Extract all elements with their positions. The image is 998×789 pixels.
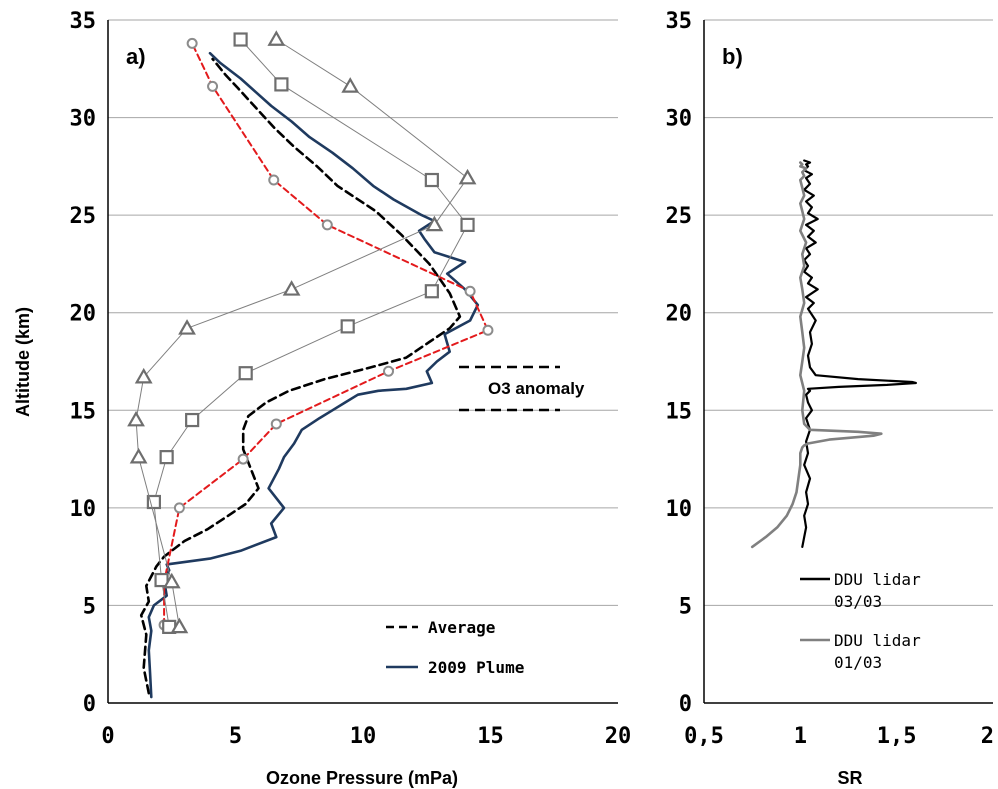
marker-square	[424, 172, 439, 188]
marker-circle	[268, 174, 280, 186]
marker-circle	[321, 219, 333, 231]
x-tick-label: 0	[101, 724, 114, 749]
y-tick-label: 0	[83, 692, 96, 717]
panel-a-legend: Average 2009 Plume	[386, 618, 524, 677]
panel-a-series	[127, 30, 494, 699]
marker-circle	[237, 453, 249, 465]
y-tick-label: 35	[666, 9, 693, 34]
panel-b-legend: DDU lidar 03/03 DDU lidar 01/03	[800, 570, 921, 672]
y-tick-label: 0	[679, 692, 692, 717]
panel-a-axes	[107, 20, 618, 704]
y-tick-label: 35	[70, 9, 97, 34]
marker-triangle	[341, 77, 360, 93]
series-line-1	[147, 51, 480, 699]
y-tick-label: 25	[666, 204, 693, 229]
panel-b-label: b)	[722, 44, 743, 69]
panel-b-x-axis-label: SR	[837, 768, 862, 788]
marker-triangle	[178, 319, 196, 335]
y-tick-label: 20	[70, 302, 97, 327]
y-tick-label: 30	[70, 107, 97, 132]
panel-a-x-ticks: 0 5 10 15 20	[101, 724, 631, 749]
legend-label-ddu-0103: DDU lidar 01/03	[834, 631, 921, 672]
x-tick-label: 2	[981, 724, 994, 749]
y-tick-label: 25	[70, 204, 97, 229]
y-tick-label: 20	[666, 302, 693, 327]
panel-b-x-ticks: 0,5 1 1,5 2	[684, 724, 994, 749]
legend-label-average: Average	[428, 618, 495, 637]
y-tick-label: 10	[70, 497, 97, 522]
series-line-0	[801, 159, 918, 549]
marker-square	[340, 319, 355, 334]
marker-circle	[383, 365, 394, 377]
x-tick-label: 1,5	[877, 724, 917, 749]
marker-triangle	[170, 617, 189, 634]
marker-circle	[270, 418, 282, 430]
marker-square	[154, 572, 169, 588]
panel-a-label: a)	[126, 44, 146, 69]
y-tick-label: 15	[70, 399, 97, 424]
panel-a-x-axis-label: Ozone Pressure (mPa)	[266, 768, 458, 788]
y-tick-label: 10	[666, 497, 693, 522]
marker-circle	[173, 502, 185, 514]
marker-circle	[464, 285, 476, 297]
panel-a-gridlines	[108, 19, 618, 606]
y-tick-label: 5	[679, 594, 692, 619]
x-tick-label: 5	[229, 724, 242, 749]
legend-label-plume: 2009 Plume	[428, 658, 524, 677]
marker-square	[460, 217, 475, 232]
marker-square	[233, 32, 248, 47]
marker-triangle	[282, 280, 301, 296]
marker-square	[238, 366, 253, 381]
marker-circle	[482, 324, 494, 336]
marker-square	[274, 77, 289, 92]
x-tick-label: 0,5	[684, 724, 724, 749]
marker-triangle	[267, 30, 286, 46]
marker-circle	[207, 80, 219, 92]
x-tick-label: 20	[605, 724, 632, 749]
x-tick-label: 10	[350, 724, 377, 749]
panel-a-y-axis-label: Altitude (km)	[13, 307, 33, 417]
marker-triangle	[134, 367, 153, 384]
series-line-0	[139, 57, 462, 695]
series-line-1	[750, 161, 883, 549]
y-tick-label: 15	[666, 399, 693, 424]
panel-a-y-ticks: 0 5 10 15 20 25 30 35	[70, 9, 97, 717]
panel-b-y-ticks: 0 5 10 15 20 25 30 35	[666, 9, 693, 717]
marker-square	[185, 412, 200, 428]
legend-label-ddu-0303: DDU lidar 03/03	[834, 570, 921, 611]
panel-b-gridlines	[704, 19, 993, 606]
y-tick-label: 5	[83, 594, 96, 619]
series-line-2	[163, 42, 489, 626]
panel-b-axes	[703, 20, 993, 704]
y-tick-label: 30	[666, 107, 693, 132]
marker-triangle	[129, 447, 148, 464]
marker-triangle	[162, 572, 181, 589]
panel-b-series	[750, 159, 918, 549]
series-line-3	[153, 39, 468, 628]
marker-square	[159, 450, 174, 465]
marker-triangle	[425, 215, 444, 232]
x-tick-label: 1	[794, 724, 807, 749]
marker-triangle	[127, 410, 145, 427]
anomaly-label: O3 anomaly	[488, 379, 585, 398]
marker-triangle	[458, 168, 477, 185]
marker-square	[424, 284, 439, 299]
marker-circle	[186, 37, 198, 49]
x-tick-label: 15	[477, 724, 504, 749]
